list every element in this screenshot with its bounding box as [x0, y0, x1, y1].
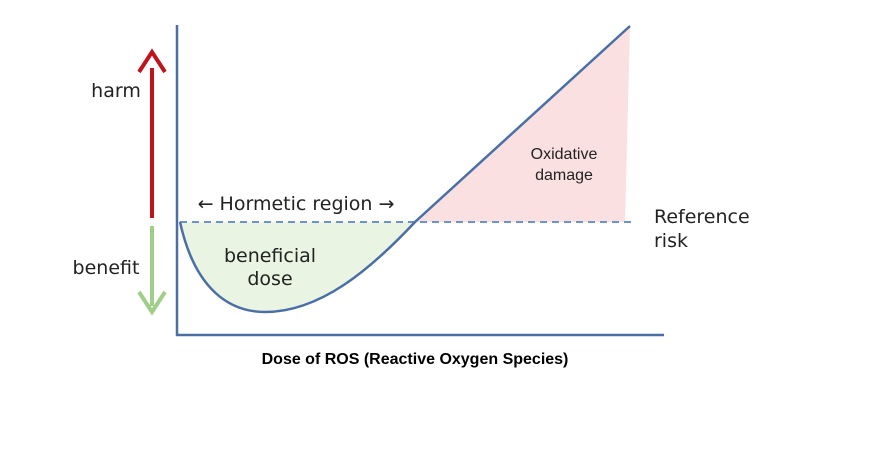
damage-label: Oxidative	[531, 146, 598, 163]
beneficial-area	[180, 222, 415, 312]
benefit-arrowhead	[137, 290, 167, 316]
benefit-label: benefit	[73, 257, 140, 279]
damage-label: damage	[535, 167, 593, 184]
reference-label: risk	[654, 230, 688, 252]
reference-label: Reference	[654, 206, 750, 228]
dose-response-curve	[178, 25, 631, 314]
hormetic-region-label: ← Hormetic region →	[198, 193, 395, 215]
x-axis-title: Dose of ROS (Reactive Oxygen Species)	[262, 351, 569, 368]
harm-arrowhead	[137, 48, 167, 74]
beneficial-label: beneficial	[224, 245, 316, 267]
beneficial-label: dose	[247, 268, 292, 290]
harm-label: harm	[91, 80, 141, 102]
